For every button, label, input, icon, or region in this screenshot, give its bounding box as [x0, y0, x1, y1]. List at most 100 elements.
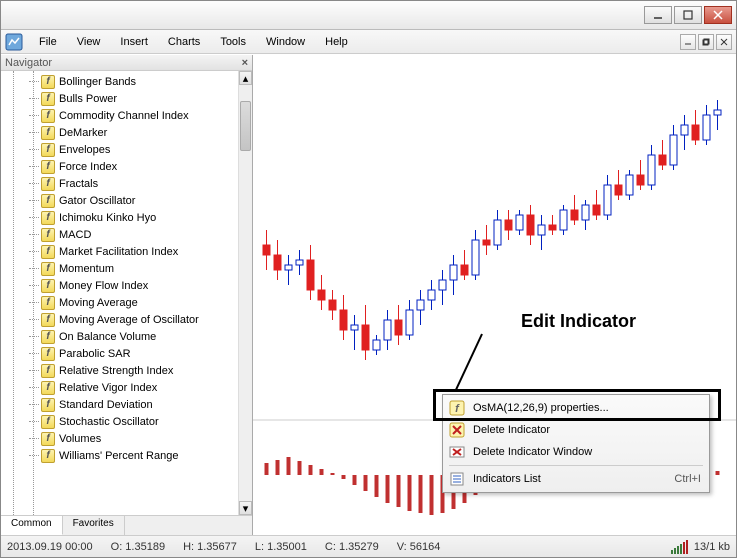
tree-item-label: MACD: [59, 229, 91, 241]
scroll-up-button[interactable]: ▴: [239, 71, 252, 85]
status-open: O: 1.35189: [111, 541, 165, 553]
tree-item-label: Force Index: [59, 161, 117, 173]
connection-bars-icon: [671, 540, 688, 554]
indicator-icon: f: [41, 432, 55, 446]
indicator-icon: f: [41, 296, 55, 310]
tree-item-label: Standard Deviation: [59, 399, 153, 411]
tree-item[interactable]: fRelative Vigor Index: [1, 379, 238, 396]
indicator-icon: f: [41, 109, 55, 123]
tree-item-label: Momentum: [59, 263, 114, 275]
ctx-shortcut: Ctrl+I: [674, 473, 701, 485]
tree-item-label: Volumes: [59, 433, 101, 445]
menu-tools[interactable]: Tools: [210, 33, 256, 51]
indicator-icon: f: [41, 381, 55, 395]
properties-icon: f: [447, 399, 467, 417]
tree-item-label: Fractals: [59, 178, 98, 190]
tree-item[interactable]: f Money Flow Index: [1, 277, 238, 294]
tree-item[interactable]: fStochastic Oscillator: [1, 413, 238, 430]
navigator-close-icon[interactable]: ×: [242, 57, 248, 69]
tree-item[interactable]: f Volumes: [1, 430, 238, 447]
tree-item[interactable]: f Momentum: [1, 260, 238, 277]
tab-common[interactable]: Common: [1, 516, 63, 535]
status-close: C: 1.35279: [325, 541, 379, 553]
status-datetime: 2013.09.19 00:00: [7, 541, 93, 553]
tree-item-label: Market Facilitation Index: [59, 246, 178, 258]
ctx-delete-indicator-label: Delete Indicator: [473, 424, 550, 436]
maximize-button[interactable]: [674, 6, 702, 24]
tree-item-label: Commodity Channel Index: [59, 110, 189, 122]
tree-item-label: Parabolic SAR: [59, 348, 131, 360]
navigator-title: Navigator: [5, 57, 52, 69]
delete-window-icon: [447, 443, 467, 461]
indicator-icon: f: [41, 330, 55, 344]
tree-item[interactable]: fGator Oscillator: [1, 192, 238, 209]
tree-item[interactable]: fDeMarker: [1, 124, 238, 141]
tree-item[interactable]: fEnvelopes: [1, 141, 238, 158]
tree-item[interactable]: fOn Balance Volume: [1, 328, 238, 345]
status-volume: V: 56164: [397, 541, 441, 553]
navigator-scrollbar[interactable]: ▴ ▾: [238, 71, 252, 515]
indicator-icon: f: [41, 194, 55, 208]
ctx-indicators-list[interactable]: Indicators List Ctrl+I: [445, 468, 707, 490]
menu-insert[interactable]: Insert: [110, 33, 158, 51]
menu-view[interactable]: View: [67, 33, 111, 51]
scroll-down-button[interactable]: ▾: [239, 501, 252, 515]
tree-item[interactable]: fMACD: [1, 226, 238, 243]
tree-item[interactable]: f Williams' Percent Range: [1, 447, 238, 464]
tree-item-label: Envelopes: [59, 144, 110, 156]
indicator-icon: f: [41, 398, 55, 412]
tree-item[interactable]: fParabolic SAR: [1, 345, 238, 362]
tree-item-label: Relative Strength Index: [59, 365, 173, 377]
child-close-button[interactable]: [716, 34, 732, 50]
tree-item-label: Bollinger Bands: [59, 76, 136, 88]
ctx-indicators-list-label: Indicators List: [473, 473, 541, 485]
indicator-icon: f: [41, 449, 55, 463]
tree-item[interactable]: f Moving Average of Oscillator: [1, 311, 238, 328]
indicator-icon: f: [41, 160, 55, 174]
menu-file[interactable]: File: [29, 33, 67, 51]
scroll-thumb[interactable]: [240, 101, 251, 151]
tree-item[interactable]: f Commodity Channel Index: [1, 107, 238, 124]
ctx-properties[interactable]: f OsMA(12,26,9) properties...: [445, 397, 707, 419]
indicator-icon: f: [41, 177, 55, 191]
menu-window[interactable]: Window: [256, 33, 315, 51]
ctx-properties-label: OsMA(12,26,9) properties...: [473, 402, 609, 414]
ctx-delete-indicator[interactable]: Delete Indicator: [445, 419, 707, 441]
status-low: L: 1.35001: [255, 541, 307, 553]
tree-item[interactable]: f Fractals: [1, 175, 238, 192]
tree-item[interactable]: f Standard Deviation: [1, 396, 238, 413]
navigator-header: Navigator ×: [1, 55, 252, 71]
navigator-tree: fBollinger BandsfBulls PowerfCommodity C…: [1, 71, 252, 515]
indicator-icon: f: [41, 211, 55, 225]
indicator-icon: f: [41, 92, 55, 106]
tab-favorites[interactable]: Favorites: [63, 516, 125, 535]
ctx-separator: [449, 465, 703, 466]
title-bar: [1, 1, 736, 30]
menu-bar: File View Insert Charts Tools Window Hel…: [1, 30, 736, 54]
child-minimize-button[interactable]: [680, 34, 696, 50]
menu-help[interactable]: Help: [315, 33, 358, 51]
indicator-icon: f: [41, 415, 55, 429]
indicator-icon: f: [41, 279, 55, 293]
menu-charts[interactable]: Charts: [158, 33, 210, 51]
tree-item-label: Money Flow Index: [59, 280, 148, 292]
tree-item-label: Williams' Percent Range: [59, 450, 178, 462]
tree-item[interactable]: fMarket Facilitation Index: [1, 243, 238, 260]
tree-item[interactable]: fRelative Strength Index: [1, 362, 238, 379]
indicator-icon: f: [41, 126, 55, 140]
minimize-button[interactable]: [644, 6, 672, 24]
status-connection: 13/1 kb: [694, 541, 730, 553]
ctx-delete-window[interactable]: Delete Indicator Window: [445, 441, 707, 463]
child-restore-button[interactable]: [698, 34, 714, 50]
tree-item-label: Moving Average: [59, 297, 138, 309]
indicator-icon: f: [41, 262, 55, 276]
tree-item[interactable]: fIchimoku Kinko Hyo: [1, 209, 238, 226]
tree-item[interactable]: f Force Index: [1, 158, 238, 175]
tree-item-label: Moving Average of Oscillator: [59, 314, 199, 326]
tree-item[interactable]: fBollinger Bands: [1, 73, 238, 90]
tree-item[interactable]: f Moving Average: [1, 294, 238, 311]
tree-item[interactable]: f Bulls Power: [1, 90, 238, 107]
close-button[interactable]: [704, 6, 732, 24]
tree-item-label: Bulls Power: [59, 93, 117, 105]
indicator-icon: f: [41, 313, 55, 327]
